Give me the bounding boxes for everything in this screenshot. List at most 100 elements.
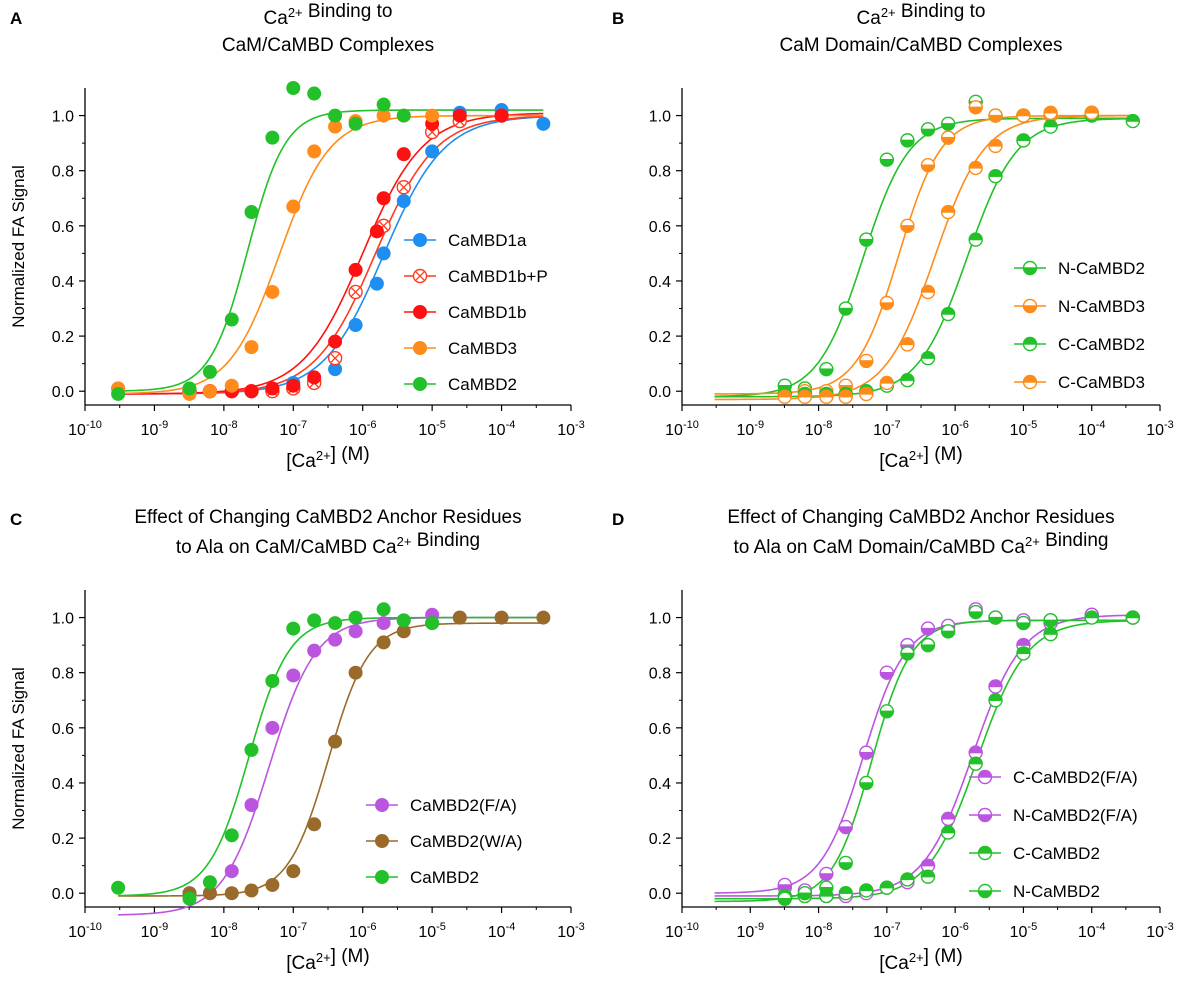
x-axis-label: [Ca2+] (M) <box>879 444 962 472</box>
data-point-cambd2-f-a <box>376 616 391 631</box>
data-point-cambd3 <box>265 284 280 299</box>
y-tick-label: 0.2 <box>649 831 671 848</box>
x-tick-label: 10-4 <box>1078 419 1106 439</box>
data-point-cambd2-w-a <box>376 635 391 650</box>
legend-marker <box>413 377 427 391</box>
y-tick-label: 1.0 <box>52 109 74 126</box>
panel-a: A Ca2+ Binding to CaM/CaMBD Complexes 0.0 0.… <box>9 1 585 472</box>
legend-label: N-CaMBD2(F/A) <box>1013 806 1138 825</box>
data-point-cambd2-w-a <box>224 886 239 901</box>
data-point-cambd1b <box>396 147 411 162</box>
data-point-n-cambd2 <box>819 880 834 895</box>
data-point-c-cambd2 <box>1043 119 1058 134</box>
legend-marker <box>375 870 389 884</box>
data-point-n-cambd2 <box>838 855 853 871</box>
data-point-cambd3 <box>425 108 440 123</box>
data-point-n-cambd2-f-a <box>879 665 895 680</box>
data-point-c-cambd2 <box>1125 610 1141 625</box>
legend-marker <box>1022 374 1038 390</box>
legend-label: CaMBD1a <box>448 231 527 250</box>
y-tick-label: 0.0 <box>649 886 671 903</box>
legend-label: N-CaMBD2 <box>1058 259 1145 278</box>
x-tick-label: 10-10 <box>665 921 699 941</box>
data-point-cambd2 <box>224 828 239 843</box>
legend-item-cambd2: CaMBD2 <box>404 375 517 394</box>
x-tick-label: 10-9 <box>736 921 764 941</box>
chart-title-line: Effect of Changing CaMBD2 Anchor Residue… <box>727 507 1114 528</box>
data-point-cambd2-f-a <box>348 624 363 639</box>
x-tick-label: 10-9 <box>141 419 169 439</box>
data-point-cambd1b <box>348 262 363 277</box>
legend-item-c-cambd3: C-CaMBD3 <box>1014 373 1145 392</box>
data-point-c-cambd2 <box>838 886 853 901</box>
y-tick-label: 0.8 <box>52 666 74 683</box>
legend-marker <box>977 769 993 785</box>
x-tick-label: 10-6 <box>349 921 377 941</box>
x-tick-label: 10-5 <box>418 921 446 941</box>
data-point-cambd3 <box>286 199 301 214</box>
fit-curve-cambd2 <box>118 616 544 897</box>
legend-item-n-cambd2-f-a: N-CaMBD2(F/A) <box>969 806 1138 825</box>
y-tick-label: 0.6 <box>649 219 671 236</box>
data-point-c-cambd3 <box>777 389 792 404</box>
data-point-n-cambd3 <box>968 100 983 115</box>
panel-letter: D <box>612 510 624 529</box>
data-point-cambd2 <box>396 613 411 628</box>
data-point-c-cambd3 <box>968 160 983 176</box>
data-point-c-cambd2 <box>1016 646 1031 661</box>
legend-marker <box>412 268 428 284</box>
data-point-cambd2-w-a <box>244 883 259 898</box>
data-point-cambd2 <box>182 891 197 906</box>
legend-item-c-cambd2: C-CaMBD2 <box>969 844 1100 863</box>
data-point-n-cambd2-f-a <box>819 866 834 882</box>
y-tick-label: 0.2 <box>52 329 74 346</box>
data-point-cambd1b <box>494 108 509 123</box>
panel-letter: A <box>10 9 22 28</box>
data-point-n-cambd2 <box>940 116 956 132</box>
data-point-cambd2 <box>265 130 280 145</box>
data-point-n-cambd2-f-a <box>920 621 936 636</box>
legend-item-c-cambd2: C-CaMBD2 <box>1014 335 1145 354</box>
data-point-n-cambd3 <box>859 353 874 369</box>
data-point-cambd1a <box>369 276 384 291</box>
data-point-cambd2-w-a <box>307 817 322 832</box>
data-point-n-cambd2-f-a <box>838 819 853 835</box>
data-point-cambd1a <box>376 246 391 261</box>
x-tick-label: 10-7 <box>279 419 307 439</box>
y-axis-label: Normalized FA Signal <box>9 165 28 328</box>
data-point-n-cambd2 <box>940 624 956 639</box>
data-point-cambd2 <box>328 616 343 631</box>
legend-label: N-CaMBD2 <box>1013 882 1100 901</box>
x-tick-label: 10-4 <box>488 921 516 941</box>
chart-title-line: CaM/CaMBD Complexes <box>222 35 434 56</box>
data-point-c-cambd2 <box>1125 113 1141 129</box>
data-point-n-cambd2 <box>1043 613 1058 628</box>
legend-marker <box>413 233 427 247</box>
data-point-cambd1b <box>452 108 467 123</box>
legend-marker <box>977 845 993 861</box>
data-point-n-cambd2 <box>900 133 915 148</box>
data-point-c-cambd2 <box>968 232 983 247</box>
legend-item-n-cambd3: N-CaMBD3 <box>1014 297 1145 316</box>
data-point-cambd2-w-a <box>286 864 301 879</box>
data-point-cambd2-f-a <box>224 864 239 879</box>
x-tick-label: 10-4 <box>488 419 516 439</box>
legend-marker <box>1022 298 1038 314</box>
data-point-cambd2 <box>224 312 239 327</box>
y-tick-label: 0.8 <box>649 164 671 181</box>
y-tick-label: 0.8 <box>52 164 74 181</box>
data-point-cambd2 <box>396 108 411 123</box>
data-point-cambd2-f-a <box>286 668 301 683</box>
data-point-cambd3 <box>224 378 239 393</box>
fit-curve-cambd2-f-a <box>118 616 544 916</box>
y-tick-label: 1.0 <box>649 109 671 126</box>
data-point-cambd1b <box>328 334 343 349</box>
x-tick-label: 10-4 <box>1078 921 1106 941</box>
data-point-cambd2 <box>286 621 301 636</box>
x-tick-label: 10-7 <box>279 921 307 941</box>
data-point-cambd2-f-a <box>265 720 280 735</box>
data-point-n-cambd2 <box>1016 615 1031 631</box>
x-tick-label: 10-10 <box>68 921 102 941</box>
panel-c: C Effect of Changing CaMBD2 Anchor Residu… <box>9 507 585 974</box>
legend-marker <box>375 834 389 848</box>
